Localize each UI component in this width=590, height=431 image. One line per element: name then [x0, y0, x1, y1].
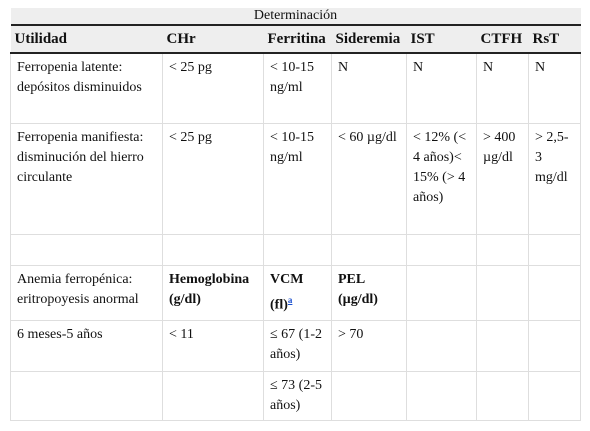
table-cell	[406, 370, 477, 421]
table-cell: VCM (fl)a	[263, 264, 332, 321]
table-cell	[476, 264, 529, 321]
table-cell: N	[331, 52, 407, 124]
table-cell	[527, 264, 582, 321]
cell-text: VCM (fl)	[270, 271, 304, 313]
table-cell	[527, 233, 582, 266]
header-cell: CTFH	[476, 24, 529, 54]
table-row: Ferropenia latente: depósitos disminuido…	[10, 52, 582, 124]
table-cell: Hemoglobina (g/dl)	[162, 264, 264, 321]
header-row: Utilidad CHr Ferritina Sideremia IST CTF…	[10, 24, 581, 54]
table-cell: < 25 pg	[162, 122, 264, 235]
table-cell	[263, 233, 332, 266]
table-row: Anemia ferropénica: eritropoyesis anorma…	[10, 264, 582, 321]
table-cell: < 12% (< 4 años)< 15% (> 4 años)	[406, 122, 477, 235]
table-cell	[162, 233, 264, 266]
table-row: Ferropenia manifiesta: disminución del h…	[10, 122, 582, 235]
table-cell: < 25 pg	[162, 52, 264, 124]
table-cell: Ferropenia manifiesta: disminución del h…	[10, 122, 163, 235]
table-cell	[162, 370, 264, 421]
table-cell	[10, 370, 163, 421]
table-cell	[10, 233, 163, 266]
header-cell: RsT	[528, 24, 581, 54]
table-cell: ≤ 73 (2-5 años)	[263, 370, 332, 421]
header-cell: IST	[406, 24, 477, 54]
table-cell	[331, 233, 407, 266]
table-container: Determinación Utilidad CHr Ferritina Sid…	[10, 8, 582, 421]
table-cell: Anemia ferropénica: eritropoyesis anorma…	[10, 264, 163, 321]
table-cell: N	[527, 52, 582, 124]
table-cell: PEL (µg/dl)	[331, 264, 407, 321]
header-cell: CHr	[162, 24, 264, 54]
header-cell: Ferritina	[263, 24, 332, 54]
table-row	[10, 233, 582, 266]
table-cell: > 2,5-3 mg/dl	[527, 122, 582, 235]
table-cell: N	[476, 52, 529, 124]
table-cell: < 60 µg/dl	[331, 122, 407, 235]
table-cell: < 10-15 ng/ml	[263, 122, 332, 235]
table-cell: < 10-15 ng/ml	[263, 52, 332, 124]
table-cell: ≤ 67 (1-2 años)	[263, 319, 332, 372]
table-cell	[476, 233, 529, 266]
table-cell: > 70	[331, 319, 407, 372]
table-cell: 6 meses-5 años	[10, 319, 163, 372]
header-cell: Utilidad	[10, 24, 163, 54]
table-row: 6 meses-5 años < 11 ≤ 67 (1-2 años) > 70	[10, 319, 582, 372]
iron-deficiency-table: Determinación Utilidad CHr Ferritina Sid…	[10, 8, 582, 421]
table-cell	[406, 319, 477, 372]
footnote-marker: a	[288, 293, 293, 306]
header-cell: Sideremia	[331, 24, 407, 54]
table-cell	[331, 370, 407, 421]
table-cell: < 11	[162, 319, 264, 372]
table-cell	[406, 233, 477, 266]
table-row: ≤ 73 (2-5 años)	[10, 370, 582, 421]
table-cell	[527, 370, 582, 421]
table-cell	[476, 319, 529, 372]
table-cell: N	[406, 52, 477, 124]
table-cell	[476, 370, 529, 421]
table-cell: Ferropenia latente: depósitos disminuido…	[10, 52, 163, 124]
table-cell	[527, 319, 582, 372]
table-cell: > 400 µg/dl	[476, 122, 529, 235]
caption-row: Determinación	[10, 8, 581, 25]
table-cell	[406, 264, 477, 321]
footnote-link[interactable]: a	[287, 294, 293, 305]
table-caption: Determinación	[10, 8, 581, 25]
